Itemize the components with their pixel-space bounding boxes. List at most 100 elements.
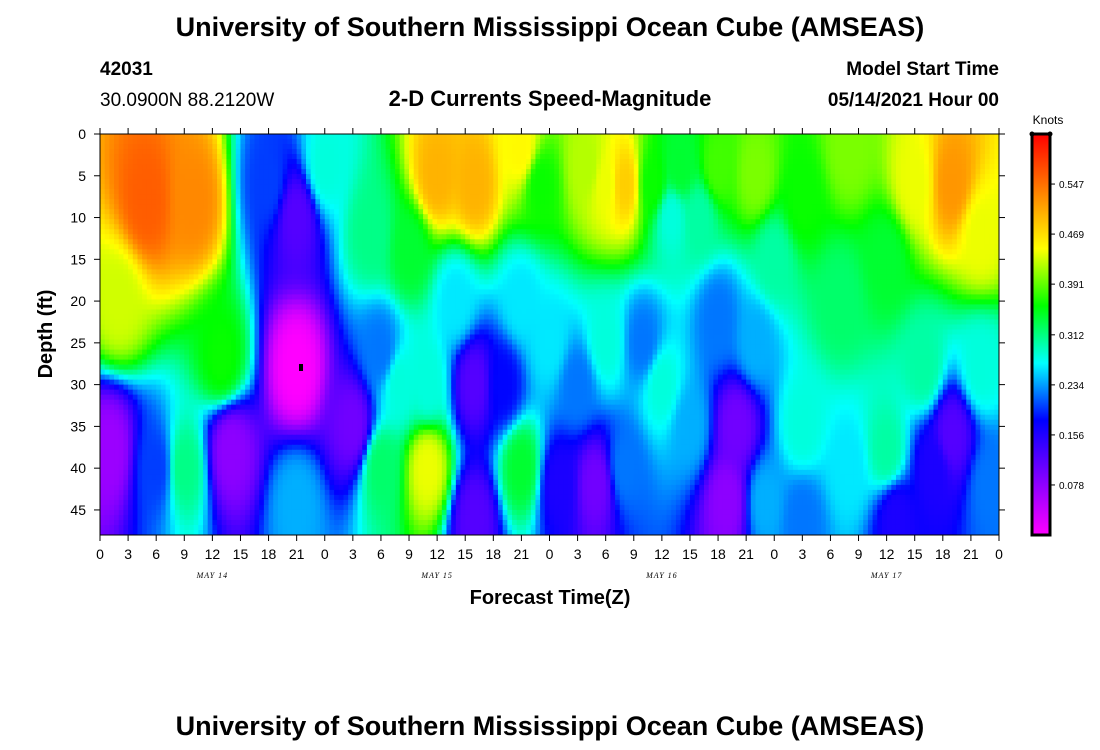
heatmap-cell bbox=[750, 164, 757, 170]
heatmap-cell bbox=[123, 164, 129, 170]
heatmap-cell bbox=[699, 164, 705, 170]
heatmap-cell bbox=[774, 204, 780, 210]
heatmap-cell bbox=[123, 144, 129, 150]
heatmap-cell bbox=[919, 189, 925, 195]
heatmap-cell bbox=[380, 254, 387, 260]
heatmap-cell bbox=[362, 224, 368, 230]
heatmap-cell bbox=[821, 154, 827, 160]
heatmap-cell bbox=[404, 229, 410, 235]
heatmap-cell bbox=[970, 134, 977, 140]
heatmap-cell bbox=[736, 234, 743, 240]
heatmap-cell bbox=[301, 194, 307, 200]
heatmap-cell bbox=[226, 159, 232, 165]
heatmap-cell bbox=[797, 224, 803, 230]
heatmap-cell bbox=[750, 239, 757, 245]
heatmap-cell bbox=[334, 199, 340, 205]
heatmap-cell bbox=[287, 234, 293, 240]
heatmap-cell bbox=[572, 189, 579, 195]
heatmap-cell bbox=[198, 179, 204, 185]
heatmap-cell bbox=[502, 244, 508, 250]
heatmap-cell bbox=[853, 244, 860, 250]
heatmap-cell bbox=[835, 219, 841, 225]
heatmap-cell bbox=[652, 219, 658, 225]
heatmap-cell bbox=[212, 184, 218, 190]
heatmap-cell bbox=[193, 174, 199, 180]
heatmap-cell bbox=[203, 184, 209, 190]
heatmap-cell bbox=[479, 139, 485, 145]
heatmap-cell bbox=[558, 194, 565, 200]
heatmap-cell bbox=[708, 244, 714, 250]
heatmap-cell bbox=[334, 149, 340, 155]
heatmap-cell bbox=[792, 149, 799, 155]
heatmap-cell bbox=[924, 199, 930, 205]
heatmap-cell bbox=[109, 219, 115, 225]
heatmap-cell bbox=[554, 184, 560, 190]
heatmap-cell bbox=[479, 224, 485, 230]
heatmap-cell bbox=[549, 219, 555, 225]
heatmap-cell bbox=[839, 149, 846, 155]
heatmap-cell bbox=[671, 224, 677, 230]
heatmap-cell bbox=[910, 214, 916, 220]
heatmap-cell bbox=[554, 234, 560, 240]
heatmap-cell bbox=[474, 179, 480, 185]
heatmap-cell bbox=[170, 259, 176, 265]
heatmap-cell bbox=[329, 234, 335, 240]
heatmap-cell bbox=[816, 169, 822, 175]
heatmap-cell bbox=[980, 214, 986, 220]
heatmap-cell bbox=[605, 214, 611, 220]
heatmap-cell bbox=[984, 239, 991, 245]
heatmap-cell bbox=[366, 164, 373, 170]
heatmap-cell bbox=[516, 174, 522, 180]
heatmap-cell bbox=[521, 169, 527, 175]
heatmap-cell bbox=[844, 169, 850, 175]
heatmap-cell bbox=[240, 259, 246, 265]
heatmap-cell bbox=[413, 259, 419, 265]
heatmap-cell bbox=[160, 139, 167, 145]
heatmap-cell bbox=[615, 149, 621, 155]
heatmap-cell bbox=[666, 219, 672, 225]
heatmap-cell bbox=[563, 154, 569, 160]
heatmap-cell bbox=[699, 224, 705, 230]
heatmap-cell bbox=[835, 224, 841, 230]
heatmap-cell bbox=[830, 194, 836, 200]
heatmap-cell bbox=[493, 169, 499, 175]
heatmap-cell bbox=[334, 259, 340, 265]
heatmap-cell bbox=[586, 254, 593, 260]
heatmap-cell bbox=[146, 214, 153, 220]
heatmap-cell bbox=[235, 249, 242, 255]
heatmap-cell bbox=[750, 259, 757, 265]
heatmap-cell bbox=[207, 169, 213, 175]
heatmap-cell bbox=[221, 144, 228, 150]
heatmap-cell bbox=[675, 154, 682, 160]
heatmap-cell bbox=[722, 134, 729, 140]
heatmap-cell bbox=[479, 174, 485, 180]
heatmap-cell bbox=[647, 244, 654, 250]
heatmap-cell bbox=[465, 239, 471, 245]
heatmap-cell bbox=[404, 254, 410, 260]
heatmap-cell bbox=[586, 219, 593, 225]
heatmap-cell bbox=[966, 154, 972, 160]
heatmap-cell bbox=[966, 159, 972, 165]
heatmap-cell bbox=[942, 174, 949, 180]
heatmap-cell bbox=[160, 149, 167, 155]
heatmap-cell bbox=[755, 159, 761, 165]
heatmap-cell bbox=[596, 194, 602, 200]
heatmap-cell bbox=[188, 149, 195, 155]
heatmap-cell bbox=[123, 154, 129, 160]
heatmap-cell bbox=[474, 249, 480, 255]
heatmap-cell bbox=[778, 219, 785, 225]
heatmap-cell bbox=[123, 214, 129, 220]
heatmap-cell bbox=[540, 149, 546, 155]
heatmap-cell bbox=[137, 169, 143, 175]
heatmap-cell bbox=[160, 229, 167, 235]
heatmap-cell bbox=[441, 154, 448, 160]
heatmap-cell bbox=[235, 134, 242, 140]
heatmap-cell bbox=[526, 179, 532, 185]
heatmap-cell bbox=[816, 134, 822, 140]
heatmap-cell bbox=[835, 159, 841, 165]
heatmap-cell bbox=[825, 204, 832, 210]
heatmap-cell bbox=[811, 244, 817, 250]
heatmap-cell bbox=[910, 199, 916, 205]
heatmap-cell bbox=[432, 229, 438, 235]
heatmap-cell bbox=[217, 259, 223, 265]
